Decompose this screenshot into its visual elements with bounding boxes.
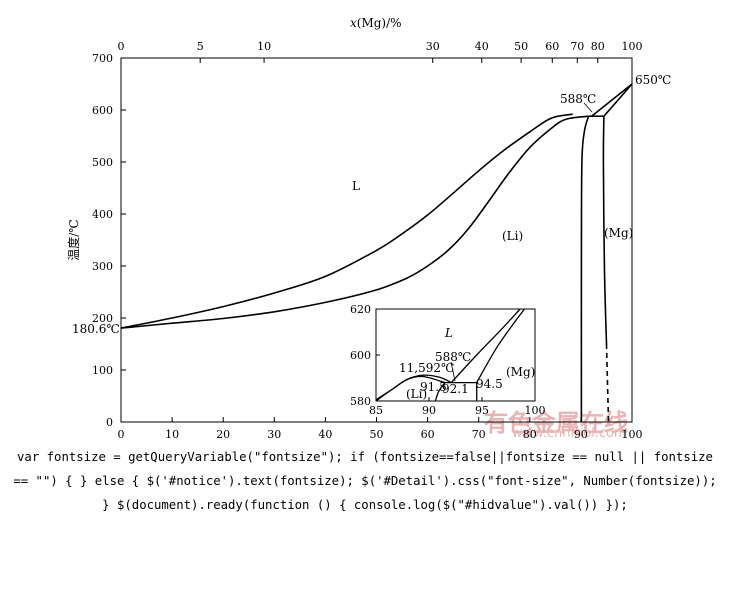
y-tick-label: 0 xyxy=(106,416,113,429)
inset-eutectic-pointer xyxy=(450,361,456,382)
inset-comp-91-5: 91.5 xyxy=(420,380,447,394)
watermark-text: 有色金属在线 xyxy=(484,409,628,437)
watermark: 有色金属在线 www.cnnmol.com xyxy=(484,409,628,440)
inset-eutectic-label: 588℃ xyxy=(435,350,471,364)
li-melting-point-label: 180.6℃ xyxy=(72,322,120,336)
y-tick-label: 600 xyxy=(92,104,113,117)
y-tick-label: 500 xyxy=(92,156,113,169)
x-tick-label: 90 xyxy=(574,428,588,440)
liquid-region-label: L xyxy=(352,179,360,193)
inset-axes: 85 90 95 100 580 600 620 xyxy=(350,303,546,417)
y-tick-label: 400 xyxy=(92,208,113,221)
inset-y-tick-label: 580 xyxy=(350,395,371,408)
inset-x-tick-label: 95 xyxy=(475,404,489,417)
mg-solvus-curve xyxy=(602,116,608,345)
top-tick-label: 50 xyxy=(514,40,528,53)
watermark-url: www.cnnmol.com xyxy=(512,426,627,440)
inset-comp-94-5: 94.5 xyxy=(476,377,503,391)
li-phase-label: (Li) xyxy=(502,229,523,243)
inset-comp-92-1: 92.1 xyxy=(442,382,469,396)
inset-x-tick-label: 100 xyxy=(525,404,546,417)
x-tick-label: 40 xyxy=(318,428,332,440)
inset-mg-solidus-line xyxy=(476,308,525,383)
inset-liquid-label: L xyxy=(444,326,453,340)
y-tick-label: 700 xyxy=(92,52,113,65)
inset-li-solvus-curve xyxy=(434,382,446,402)
liquidus-curve xyxy=(120,113,573,329)
top-tick-label: 40 xyxy=(475,40,489,53)
phase-diagram-chart: 有色金属在线 www.cnnmol.com 0 10 20 30 40 50 60 70 80 9… xyxy=(66,16,671,440)
y-tick-label: 200 xyxy=(92,312,113,325)
top-tick-label: 30 xyxy=(426,40,440,53)
y-axis-title: 温度/℃ xyxy=(66,219,81,260)
inset-mg-liquidus-line xyxy=(450,308,521,384)
x-tick-label: 60 xyxy=(421,428,435,440)
eutectic-temp-label: 588℃ xyxy=(560,92,596,106)
x-tick-label: 20 xyxy=(216,428,230,440)
x-tick-label: 70 xyxy=(472,428,486,440)
inset-y-tick-label: 600 xyxy=(350,349,371,362)
top-axis-title: x(Mg)/% xyxy=(350,16,402,30)
x-tick-label: 50 xyxy=(370,428,384,440)
top-tick-label: 60 xyxy=(545,40,559,53)
y-tick-label: 100 xyxy=(92,364,113,377)
inset-y-tick-label: 620 xyxy=(350,303,371,316)
x-tick-label: 30 xyxy=(267,428,281,440)
inset-x-tick-label: 90 xyxy=(422,404,436,417)
x-tick-label: 100 xyxy=(622,428,643,440)
inset-phase-boundaries xyxy=(375,308,525,402)
top-axis-title-symbol: x xyxy=(350,16,357,30)
top-tick-label: 70 xyxy=(570,40,584,53)
mg-phase-label: (Mg) xyxy=(604,226,633,240)
top-tick-label: 100 xyxy=(622,40,643,53)
x-tick-label: 80 xyxy=(523,428,537,440)
inset-li-phase-label: (Li) xyxy=(406,387,427,401)
top-axis-title-rest: (Mg)/% xyxy=(357,16,402,30)
x-tick-label: 0 xyxy=(118,428,125,440)
top-tick-label: 80 xyxy=(591,40,605,53)
mg-solidus-line xyxy=(603,83,633,117)
left-axis: 0 100 200 300 400 500 600 700 xyxy=(92,52,126,429)
inset-chart: 85 90 95 100 580 600 620 L 11,592℃ 588℃ 91.5 9… xyxy=(350,303,546,417)
inset-li-solidus-curve xyxy=(375,375,446,402)
phase-boundaries xyxy=(120,83,633,423)
top-tick-label: 10 xyxy=(257,40,271,53)
mg-solvus-dashed xyxy=(605,343,610,423)
mg-liquidus-line xyxy=(591,83,633,117)
x-tick-label: 10 xyxy=(165,428,179,440)
li-solidus-curve xyxy=(120,115,589,329)
y-tick-label: 300 xyxy=(92,260,113,273)
script-text-overlay: var fontsize = getQueryVariable("fontsiz… xyxy=(13,450,717,512)
inset-maximum-label: 11,592℃ xyxy=(399,361,454,375)
eutectic-pointer xyxy=(583,102,593,113)
inset-x-tick-label: 85 xyxy=(369,404,383,417)
li-solvus-curve xyxy=(580,115,590,423)
inset-frame xyxy=(375,308,536,402)
top-tick-label: 5 xyxy=(197,40,204,53)
mg-melting-point-label: 650℃ xyxy=(635,73,671,87)
inset-mg-phase-label: (Mg) xyxy=(506,365,535,379)
top-tick-label: 0 xyxy=(118,40,125,53)
bottom-axis: 0 10 20 30 40 50 60 70 80 90 100 xyxy=(118,417,643,440)
top-axis: 0 5 10 30 40 50 60 70 80 100 xyxy=(118,40,643,63)
